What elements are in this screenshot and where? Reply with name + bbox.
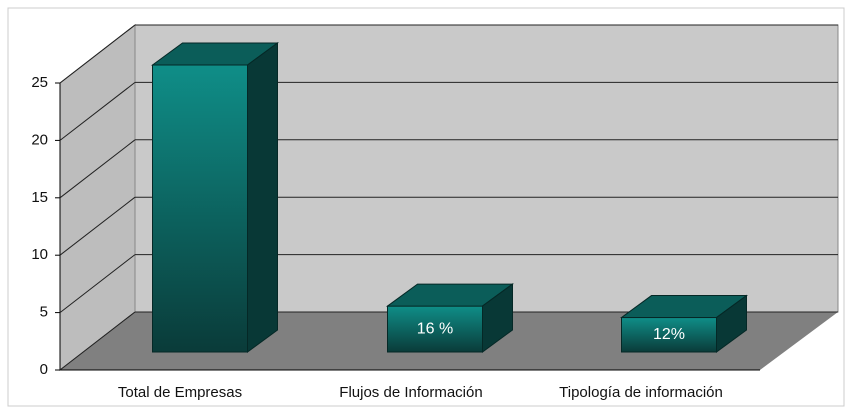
bar xyxy=(152,64,248,353)
grid-line xyxy=(59,311,136,371)
y-tick-label: 5 xyxy=(40,304,48,321)
bar-side xyxy=(247,42,278,353)
y-tick-label: 0 xyxy=(40,361,48,378)
x-tick-label: Total de Empresas xyxy=(118,384,242,401)
grid-line xyxy=(59,24,136,84)
x-tick-label: Flujos de Información xyxy=(339,384,482,401)
y-tick-label: 25 xyxy=(31,74,48,91)
grid-line xyxy=(59,82,136,141)
side-wall xyxy=(59,23,136,372)
bar-side xyxy=(482,283,513,353)
y-tick-label: 10 xyxy=(31,246,48,263)
value-label: 16 % xyxy=(417,320,453,337)
x-tick-label: Tipología de información xyxy=(559,384,723,401)
y-tick-label: 15 xyxy=(31,189,48,206)
y-tick-label: 20 xyxy=(31,131,48,148)
grid-line xyxy=(59,139,136,199)
bar-side xyxy=(716,294,747,353)
grid-line xyxy=(59,196,136,256)
grid-line xyxy=(59,254,136,313)
value-label: 12% xyxy=(653,326,685,343)
